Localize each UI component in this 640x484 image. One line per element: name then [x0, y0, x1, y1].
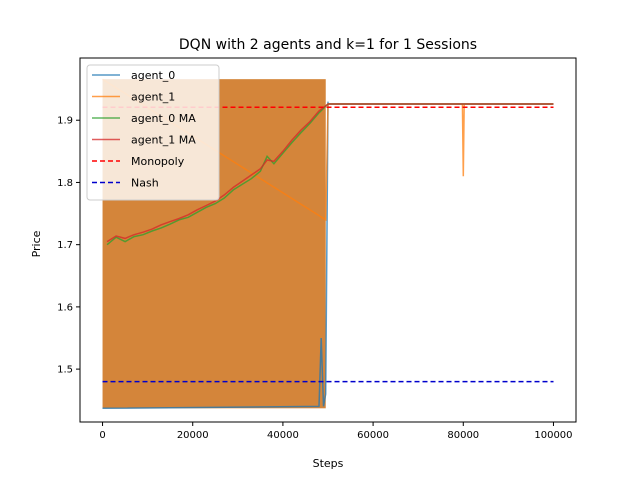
axes-layer: 0 20000 40000 60000 80000 100000 1.5 1.6 1.7 1.8 1…	[57, 57, 577, 441]
y-tick-label: 1.9	[57, 116, 73, 127]
x-tick-label: 60000	[357, 430, 389, 441]
legend-label-monopoly: Monopoly	[131, 155, 185, 168]
series-line-agent-1-ma	[106, 103, 554, 243]
y-tick-label: 1.6	[57, 302, 73, 313]
x-tick-label: 80000	[447, 430, 479, 441]
legend: agent_0 agent_1 agent_0 MA agent_1 MA Monopo…	[86, 64, 220, 201]
x-tick-label: 40000	[267, 430, 299, 441]
y-tick-label: 1.5	[57, 365, 73, 376]
series-line-agent-0-ma	[106, 103, 554, 246]
x-tick-label: 0	[99, 430, 105, 441]
x-axis-label: Steps	[313, 457, 344, 470]
legend-label-agent-0: agent_0	[131, 69, 175, 82]
axes-frame	[79, 57, 577, 423]
legend-label-agent-1: agent_1	[131, 91, 175, 104]
y-tick-label: 1.7	[57, 240, 73, 251]
y-tick-label: 1.8	[57, 178, 73, 189]
x-tick-label: 20000	[177, 430, 209, 441]
y-axis-label: Price	[30, 230, 43, 257]
legend-label-agent-1-ma: agent_1 MA	[131, 134, 196, 147]
chart-title: DQN with 2 agents and k=1 for 1 Sessions	[179, 37, 477, 53]
legend-label-agent-0-ma: agent_0 MA	[131, 112, 196, 125]
legend-box	[86, 64, 220, 201]
x-tick-label: 100000	[534, 430, 572, 441]
legend-label-nash: Nash	[131, 177, 159, 190]
